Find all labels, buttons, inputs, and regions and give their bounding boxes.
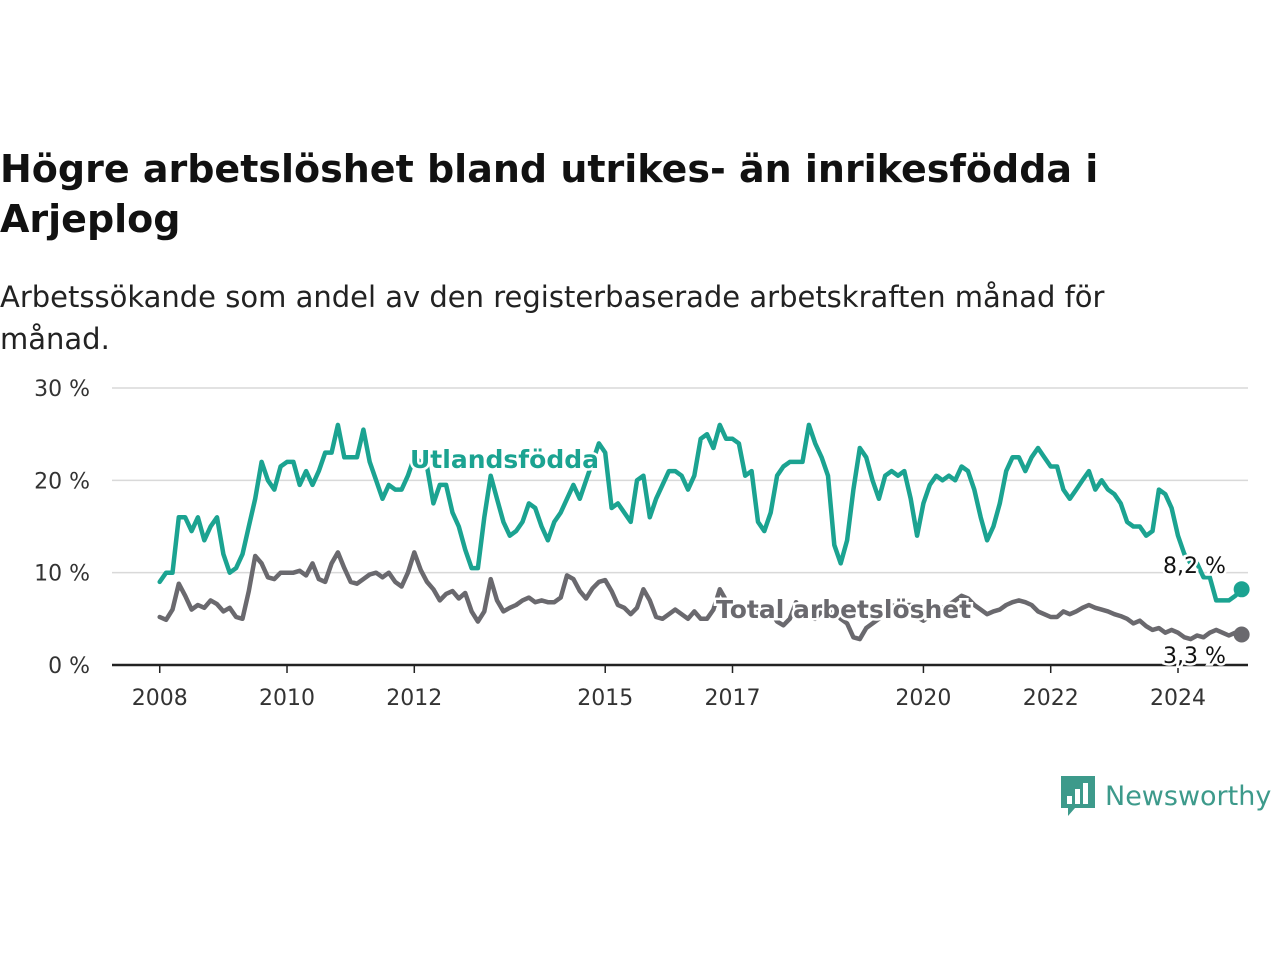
series-line bbox=[157, 550, 1244, 642]
series-name-label: Total arbetslöshet bbox=[716, 595, 971, 624]
series-end-point bbox=[1233, 626, 1250, 643]
y-tick-label: 20 % bbox=[34, 469, 90, 494]
x-tick-label: 2024 bbox=[1150, 686, 1206, 711]
series-labels: Utlandsfödda Total arbetslöshet 8,2 % 3,3 % bbox=[408, 443, 1229, 672]
gridlines bbox=[112, 387, 1248, 574]
series-line bbox=[157, 422, 1244, 603]
chart-title: Högre arbetslöshet bland utrikes- än inr… bbox=[0, 147, 1099, 241]
x-tick-label: 2015 bbox=[577, 686, 633, 711]
x-tick-label: 2008 bbox=[132, 686, 188, 711]
x-tick-label: 2012 bbox=[386, 686, 442, 711]
x-axis-ticks: 2008 2010 2012 2015 2017 2020 2022 2024 bbox=[132, 665, 1206, 711]
x-tick-label: 2017 bbox=[705, 686, 761, 711]
series-name-label: Utlandsfödda bbox=[410, 445, 599, 474]
x-tick-label: 2022 bbox=[1023, 686, 1079, 711]
series-end-point bbox=[1233, 581, 1250, 598]
series-end-value-label: 8,2 % bbox=[1163, 554, 1226, 579]
y-tick-label: 30 % bbox=[34, 377, 90, 402]
newsworthy-logo: Newsworthy bbox=[1059, 774, 1271, 818]
bar-chart-speech-bubble-icon bbox=[1061, 776, 1095, 816]
chart-subtitle: Arbetssökande som andel av den registerb… bbox=[0, 280, 1105, 356]
x-tick-label: 2020 bbox=[895, 686, 951, 711]
brand-name: Newsworthy bbox=[1105, 780, 1272, 812]
x-tick-label: 2010 bbox=[259, 686, 315, 711]
series-lines bbox=[157, 422, 1250, 643]
y-axis-ticks: 0 % 10 % 20 % 30 % bbox=[34, 377, 90, 679]
line-chart: 0 % 10 % 20 % 30 % 2008 2010 2012 2015 2017 2020… bbox=[34, 377, 1250, 711]
y-tick-label: 10 % bbox=[34, 562, 90, 587]
series-end-value-label: 3,3 % bbox=[1163, 644, 1226, 669]
y-tick-label: 0 % bbox=[48, 654, 90, 679]
